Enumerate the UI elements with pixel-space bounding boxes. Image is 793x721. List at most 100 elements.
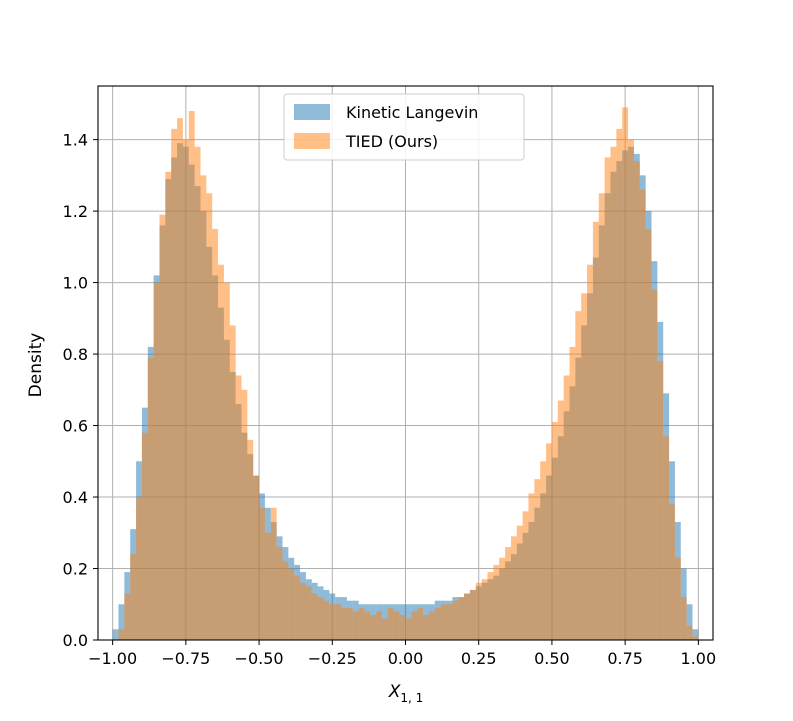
bar-s1-b45	[376, 611, 383, 640]
bar-s1-b3	[130, 554, 137, 640]
bar-s1-b42	[358, 607, 365, 640]
legend-label-kinetic-langevin: Kinetic Langevin	[346, 103, 478, 122]
bar-s1-b4	[136, 497, 142, 640]
bar-s1-b7	[153, 282, 160, 640]
y-tick-label-1: 0.2	[63, 560, 88, 579]
x-axis-label: X1, 1	[388, 682, 424, 705]
x-tick-label-5: 0.25	[461, 649, 497, 668]
bar-s1-b50	[405, 618, 412, 640]
bar-s1-b86	[616, 128, 623, 640]
bar-s1-b11	[177, 118, 183, 641]
bar-s1-b51	[411, 611, 418, 640]
bar-s1-b84	[604, 157, 611, 640]
bar-s0-b98	[686, 604, 693, 640]
x-tick-label-7: 0.75	[607, 649, 643, 668]
bar-s1-b23	[247, 439, 254, 640]
bar-s1-b10	[171, 128, 178, 640]
bar-s1-b79	[575, 311, 582, 640]
bar-s1-b16	[206, 193, 213, 640]
bar-s1-b57	[446, 604, 453, 640]
bar-s1-b99	[692, 636, 699, 640]
y-tick-label-4: 0.8	[63, 345, 88, 364]
y-tick-label-5: 1.0	[63, 274, 88, 293]
bar-s1-b69	[516, 525, 523, 640]
bar-s1-b64	[487, 572, 494, 640]
bar-s1-b73	[540, 461, 547, 640]
bar-s1-b49	[399, 614, 406, 640]
bar-s1-b89	[633, 161, 640, 641]
bar-s1-b35	[317, 597, 324, 640]
bar-s1-b72	[534, 479, 541, 640]
bar-s1-b59	[458, 597, 465, 640]
x-tick-label-0: −1.00	[88, 649, 137, 668]
x-tick-label-6: 0.50	[534, 649, 570, 668]
bar-s1-b95	[669, 504, 675, 640]
bar-s1-b80	[581, 293, 588, 640]
bar-s0-b0	[112, 629, 119, 640]
bar-s1-b66	[499, 557, 506, 640]
legend-label-tied: TIED (Ours)	[345, 132, 438, 151]
bar-s1-b29	[282, 561, 289, 640]
bar-s1-b2	[124, 593, 131, 640]
bar-s1-b56	[440, 604, 447, 640]
bar-s1-b76	[557, 400, 564, 640]
legend-swatch-tied	[294, 133, 330, 149]
x-tick-label-2: −0.50	[235, 649, 284, 668]
bar-s1-b32	[300, 582, 306, 640]
bar-s1-b65	[493, 564, 500, 640]
bar-s1-b27	[270, 507, 277, 640]
bar-s1-b87	[622, 107, 629, 640]
x-axis-label-subscript: 1, 1	[400, 691, 423, 705]
series-1	[118, 107, 699, 641]
bar-s1-b82	[592, 221, 599, 641]
bar-s1-b62	[475, 582, 482, 640]
bar-s1-b1	[118, 629, 125, 640]
bar-s1-b25	[259, 507, 265, 640]
bar-s1-b21	[235, 375, 242, 640]
bar-s1-b17	[212, 228, 219, 640]
bar-s1-b14	[194, 146, 201, 640]
legend-swatch-kinetic-langevin	[294, 104, 330, 120]
legend: Kinetic Langevin TIED (Ours)	[283, 93, 525, 161]
x-tick-label-4: 0.00	[388, 649, 424, 668]
y-tick-label-7: 1.4	[63, 131, 88, 150]
bar-s1-b39	[341, 607, 347, 640]
bar-s0-b1	[118, 604, 125, 640]
bar-s1-b36	[323, 600, 330, 640]
x-axis-label-main: X	[388, 682, 401, 702]
bar-s1-b24	[253, 475, 260, 640]
bar-s1-b74	[546, 443, 552, 640]
bar-s1-b94	[663, 436, 670, 640]
bar-s1-b33	[305, 586, 312, 640]
bar-s1-b81	[587, 264, 593, 640]
bar-s1-b98	[686, 625, 693, 640]
bar-s1-b20	[229, 325, 236, 640]
bar-s1-b9	[165, 171, 172, 640]
bar-s0-b99	[692, 629, 699, 640]
bar-s1-b13	[188, 111, 195, 641]
bar-s1-b18	[218, 264, 224, 640]
bar-s1-b93	[657, 361, 664, 640]
bar-s1-b44	[370, 614, 377, 640]
bar-s1-b26	[264, 532, 271, 640]
bar-s1-b97	[680, 597, 687, 640]
bar-s1-b92	[651, 289, 658, 640]
bar-s1-b96	[674, 557, 681, 640]
bar-s1-b90	[639, 189, 646, 640]
bar-s1-b31	[294, 575, 301, 640]
bar-s1-b78	[569, 346, 576, 640]
histogram-bars	[112, 107, 699, 641]
bar-s1-b6	[147, 357, 154, 640]
bar-s1-b5	[141, 432, 148, 640]
bar-s1-b83	[598, 193, 605, 640]
bar-s1-b8	[159, 214, 166, 641]
bar-s1-b60	[464, 593, 470, 640]
axis-ticks: −1.00 −0.75 −0.50 −0.25 0.00 0.25 0.50 0.75 1.00…	[63, 131, 717, 668]
y-axis-label: Density	[26, 333, 46, 398]
bar-s1-b22	[241, 389, 248, 640]
y-tick-label-0: 0.0	[63, 631, 88, 650]
bar-s1-b28	[276, 547, 283, 640]
bar-s1-b75	[551, 421, 558, 640]
y-tick-label-3: 0.6	[63, 417, 88, 436]
